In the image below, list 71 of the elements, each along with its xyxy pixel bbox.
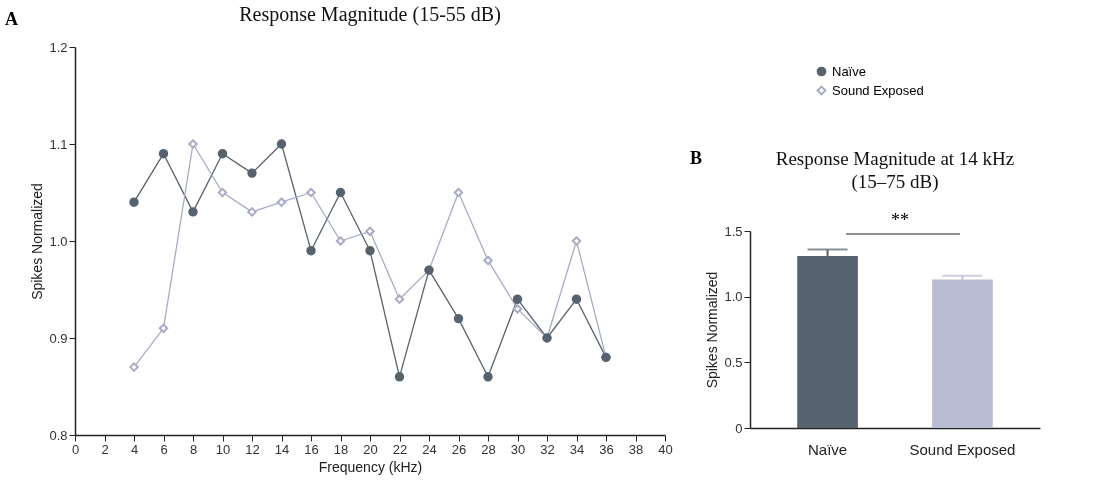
point <box>276 139 287 149</box>
y-tick-label: 1.2 <box>49 39 68 55</box>
text: ** <box>891 210 909 230</box>
point <box>365 226 375 237</box>
x-tick-label: 2 <box>101 441 109 457</box>
x-tick-label: 16 <box>304 441 319 457</box>
y-tick-label: 1.0 <box>724 289 743 305</box>
point <box>188 139 198 149</box>
x-tick-label: 40 <box>658 441 673 457</box>
x-tick-label: 30 <box>510 441 526 457</box>
legend-label: Naïve <box>832 63 866 79</box>
x-tick-label: 12 <box>245 441 260 457</box>
point <box>129 362 139 372</box>
point <box>365 246 375 256</box>
x-tick-label: 8 <box>189 441 198 457</box>
point <box>335 236 346 246</box>
text: A <box>5 9 18 29</box>
y-tick-label: 0.9 <box>49 330 68 346</box>
chart-subtitle: (15–75 dB) <box>851 171 939 193</box>
x-tick-label: 28 <box>481 441 496 457</box>
point <box>247 168 257 178</box>
y-tick-label: 1.5 <box>724 223 743 239</box>
x-tick-label: 34 <box>569 441 585 457</box>
chart-title: Response Magnitude (15-55 dB) <box>239 3 501 26</box>
point <box>129 197 139 207</box>
y-axis-title: Spikes Normalized <box>29 183 46 300</box>
point <box>188 207 198 217</box>
x-tick-label: 6 <box>160 441 168 457</box>
point <box>483 255 493 266</box>
point <box>158 149 169 159</box>
x-tick-label: 32 <box>540 441 555 457</box>
x-tick-label: 38 <box>628 441 644 457</box>
point <box>453 313 464 324</box>
point <box>335 187 346 198</box>
point <box>512 294 523 304</box>
y-tick-label: 0.8 <box>49 427 68 443</box>
point <box>453 187 464 198</box>
point <box>217 149 228 159</box>
x-tick-label: 4 <box>130 441 139 457</box>
point <box>512 304 523 314</box>
point <box>483 372 493 382</box>
x-tick-label: 10 <box>215 441 231 457</box>
point <box>276 197 287 207</box>
x-tick-label: 36 <box>599 441 614 457</box>
point <box>306 187 316 198</box>
text: B <box>690 148 703 168</box>
y-axis-title: Spikes Normalized <box>704 271 721 389</box>
y-tick-label: 0.5 <box>724 354 743 370</box>
x-tick-label: 0 <box>71 441 80 457</box>
x-axis-title: Frequency (kHz) <box>318 458 423 475</box>
y-tick-label: 1.0 <box>49 233 68 249</box>
legend-label: Sound Exposed <box>832 82 924 98</box>
point <box>217 187 228 198</box>
y-tick-label: 0 <box>735 420 743 436</box>
y-tick-label: 1.1 <box>49 136 68 152</box>
point <box>306 246 316 256</box>
x-tick-label: 22 <box>392 441 408 457</box>
x-tick-label: 14 <box>274 441 290 457</box>
point <box>394 372 405 382</box>
x-tick-label: 24 <box>422 441 437 457</box>
point <box>158 323 169 334</box>
point <box>571 294 582 304</box>
x-tick-label: Naïve <box>807 440 848 458</box>
x-tick-label: Sound Exposed <box>909 440 1016 458</box>
x-tick-label: 18 <box>333 441 349 457</box>
x-tick-label: 26 <box>451 441 467 457</box>
point <box>394 294 405 304</box>
chart-title: Response Magnitude at 14 kHz <box>775 148 1015 169</box>
x-tick-label: 20 <box>363 441 378 457</box>
point <box>571 236 582 246</box>
point <box>247 207 257 217</box>
